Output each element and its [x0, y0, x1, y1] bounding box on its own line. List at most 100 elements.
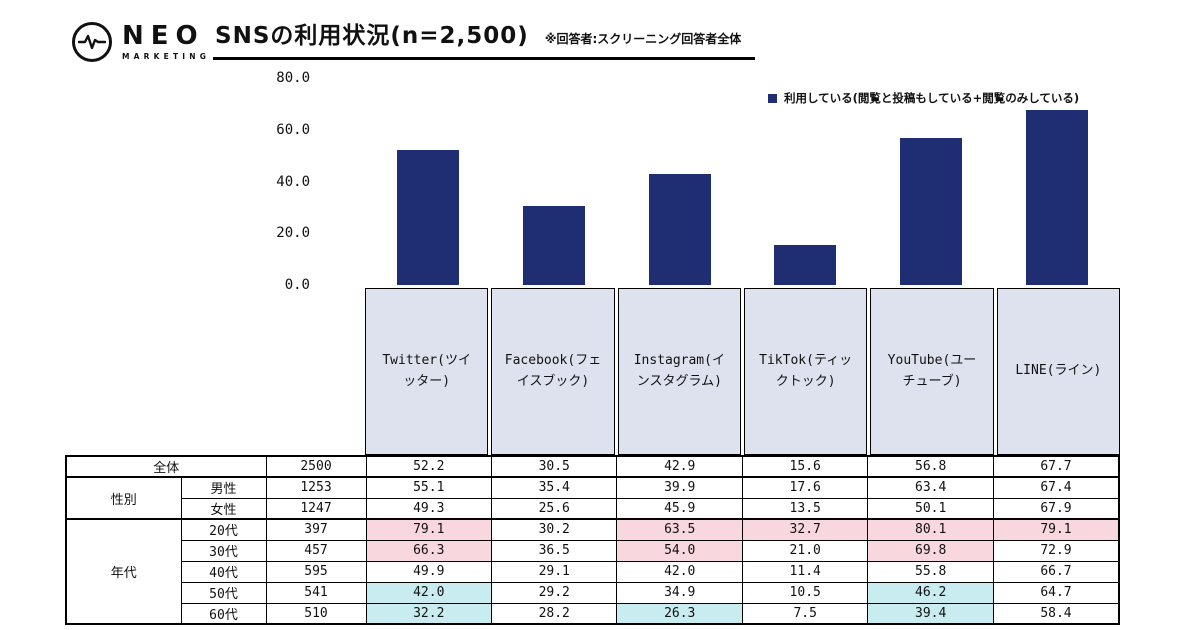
table-body: 全体 2500 52.2 30.5 42.9 15.6 56.8 67.7 性別 男性 1253 55…: [65, 455, 1120, 625]
value-cell: 54.0: [616, 539, 743, 562]
row-sub-label: 50代: [180, 581, 267, 604]
bar: [1026, 109, 1089, 285]
value-cell: 72.9: [992, 539, 1120, 562]
row-group-label: 全体: [65, 455, 267, 478]
value-cell: 10.5: [741, 581, 869, 604]
value-cell: 64.7: [992, 581, 1120, 604]
table-row: 50代 541 42.0 29.2 34.9 10.5 46.2 64.7: [66, 581, 1120, 604]
value-cell: 45.9: [616, 497, 743, 520]
value-cell: 30.2: [490, 518, 618, 541]
bar-column: [994, 78, 1120, 285]
table-row: 60代 510 32.2 28.2 26.3 7.5 39.4 58.4: [66, 602, 1120, 625]
y-axis: 80.0 60.0 40.0 20.0 0.0: [240, 70, 310, 293]
category-label: TikTok(ティックトック): [744, 288, 868, 455]
value-cell: 11.4: [741, 560, 869, 583]
title-block: SNSの利用状況(n=2,500) ※回答者:スクリーニング回答者全体: [213, 16, 756, 60]
value-cell: 79.1: [365, 518, 493, 541]
value-cell: 25.6: [490, 497, 618, 520]
y-tick-label: 80.0: [276, 70, 310, 86]
table-row: 年代 20代 397 79.1 30.2 63.5 32.7 80.1 79.1: [65, 518, 1120, 625]
row-sample-size: 457: [265, 539, 367, 562]
value-cell: 67.9: [992, 497, 1120, 520]
row-sub-label: 20代: [180, 518, 267, 541]
value-cell: 35.4: [490, 476, 618, 499]
value-cell: 50.1: [867, 497, 994, 520]
y-tick-label: 60.0: [276, 121, 310, 138]
value-cell: 49.3: [365, 497, 493, 520]
bar-column: [742, 78, 868, 285]
bar: [900, 138, 963, 285]
row-sample-size: 541: [265, 581, 367, 604]
row-sub-label: 女性: [180, 497, 267, 520]
value-cell: 29.1: [490, 560, 618, 583]
value-cell: 32.2: [365, 602, 493, 625]
y-tick-label: 0.0: [284, 277, 310, 293]
logo-subtitle: MARKETING: [122, 52, 211, 62]
legend-swatch-icon: [768, 93, 777, 103]
value-cell: 42.0: [365, 581, 493, 604]
category-label: YouTube(ユーチューブ): [870, 288, 994, 455]
neo-logo: NEO MARKETING: [72, 22, 210, 62]
value-cell: 13.5: [741, 497, 869, 520]
value-cell: 69.8: [867, 539, 994, 562]
row-sub-label: 男性: [180, 476, 267, 499]
row-sample-size: 595: [265, 560, 367, 583]
y-tick-label: 20.0: [276, 225, 310, 242]
bar: [522, 206, 585, 285]
table-row: 30代 457 66.3 36.5 54.0 21.0 69.8 72.9: [66, 539, 1120, 562]
neo-logo-icon: [72, 22, 112, 62]
value-cell: 29.2: [490, 581, 618, 604]
value-cell: 15.6: [741, 455, 869, 478]
page-title: SNSの利用状況(n=2,500): [215, 23, 529, 49]
value-cell: 39.9: [616, 476, 743, 499]
logo-text: NEO MARKETING: [122, 23, 210, 61]
row-sample-size: 1253: [265, 476, 367, 499]
value-cell: 79.1: [992, 518, 1120, 541]
bar-column: [491, 78, 617, 285]
row-group-label: 性別: [65, 476, 182, 520]
bar-column: [868, 78, 994, 285]
chart-legend: 利用している(閲覧と投稿もしている+閲覧のみしている): [768, 90, 1079, 106]
legend-label: 利用している(閲覧と投稿もしている+閲覧のみしている): [784, 91, 1080, 105]
bar-column: [365, 78, 491, 285]
value-cell: 55.8: [867, 560, 994, 583]
value-cell: 49.9: [365, 560, 493, 583]
value-cell: 55.1: [365, 476, 493, 499]
value-cell: 26.3: [616, 602, 743, 625]
value-cell: 42.9: [616, 455, 743, 478]
value-cell: 21.0: [741, 539, 869, 562]
value-cell: 46.2: [867, 581, 994, 604]
value-cell: 36.5: [490, 539, 618, 562]
y-tick-label: 40.0: [276, 173, 310, 190]
table-row: 40代 595 49.9 29.1 42.0 11.4 55.8 66.7: [66, 560, 1120, 583]
category-label: Facebook(フェイスブック): [491, 288, 615, 455]
row-sample-size: 1247: [265, 497, 367, 520]
bar: [648, 174, 711, 285]
row-sample-size: 510: [265, 602, 367, 625]
plot-area: [365, 78, 1120, 285]
value-cell: 42.0: [616, 560, 743, 583]
row-sample-size: 397: [265, 518, 367, 541]
category-label: Twitter(ツイッター): [365, 288, 489, 455]
table-row: 性別 男性 1253 55.1 35.4 39.9 17.6 63.4 67.4: [65, 476, 1120, 520]
value-cell: 67.7: [992, 455, 1120, 478]
bar: [396, 149, 459, 285]
value-cell: 52.2: [365, 455, 493, 478]
bar: [774, 244, 837, 285]
value-cell: 63.4: [867, 476, 994, 499]
value-cell: 58.4: [992, 602, 1120, 625]
value-cell: 63.5: [616, 518, 743, 541]
value-cell: 39.4: [867, 602, 994, 625]
table-row: 女性 1247 49.3 25.6 45.9 13.5 50.1 67.9: [66, 497, 1120, 520]
value-cell: 80.1: [867, 518, 994, 541]
row-group-label: 年代: [65, 518, 182, 625]
value-cell: 28.2: [490, 602, 618, 625]
table-row: 全体 2500 52.2 30.5 42.9 15.6 56.8 67.7: [65, 455, 1120, 478]
value-cell: 56.8: [867, 455, 994, 478]
value-cell: 32.7: [741, 518, 869, 541]
row-sample-size: 2500: [265, 455, 367, 478]
row-sub-label: 60代: [180, 602, 267, 625]
category-row: Twitter(ツイッター) Facebook(フェイスブック) Instagram…: [365, 288, 1120, 455]
value-cell: 66.7: [992, 560, 1120, 583]
value-cell: 7.5: [741, 602, 869, 625]
